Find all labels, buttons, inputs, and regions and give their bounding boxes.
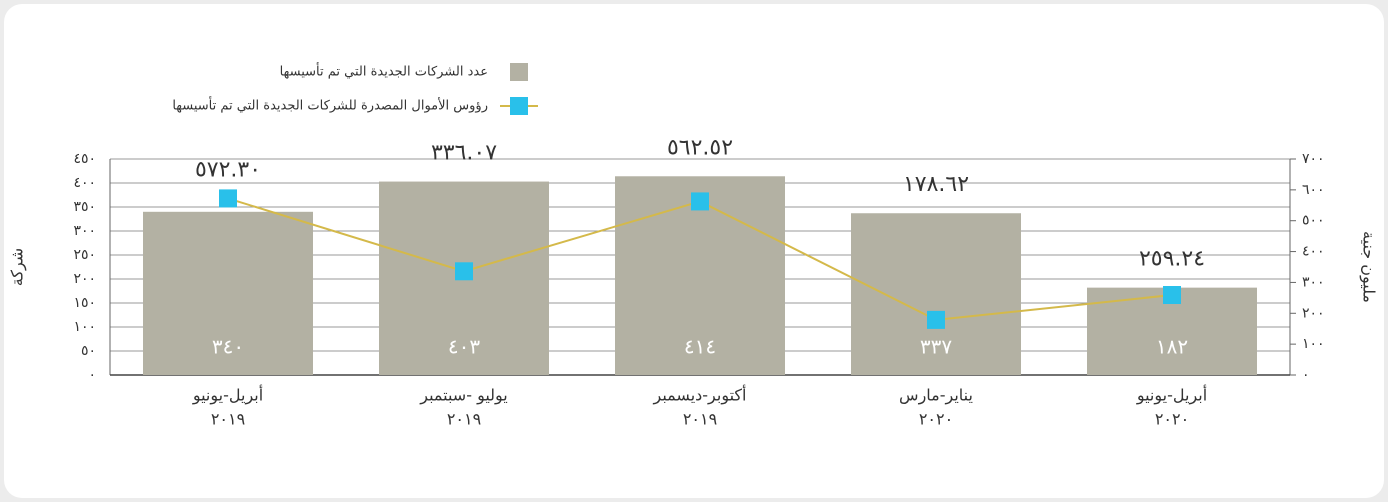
y-tick-label: ١٠٠ (73, 319, 96, 335)
y2-tick-label: ٣٠٠ (1302, 274, 1325, 290)
bar-value-label: ٤٠٣ (448, 335, 480, 359)
line-value-label: ٥٧٢.٣٠ (195, 157, 261, 182)
line-value-label: ١٧٨.٦٢ (903, 172, 969, 197)
y2-tick-label: ٦٠٠ (1302, 182, 1325, 198)
y2-tick-label: ٠ (1302, 367, 1310, 383)
legend-label: رؤوس الأموال المصدرة للشركات الجديدة الت… (172, 96, 488, 114)
line-marker (691, 192, 709, 211)
x-tick-label: ٢٠٢٠ (1155, 410, 1189, 429)
bar-value-label: ٣٤٠ (212, 335, 244, 359)
y-tick-label: ٣٥٠ (73, 199, 96, 215)
x-tick-label: أبريل-يونيو (192, 385, 263, 406)
y-tick-label: ١٥٠ (73, 295, 96, 311)
x-tick-label: ٢٠٢٠ (919, 410, 953, 429)
legend-label: عدد الشركات الجديدة التي تم تأسيسها (280, 62, 488, 80)
line-value-label: ٥٦٢.٥٢ (667, 135, 733, 160)
y-tick-label: ٠ (88, 367, 96, 383)
x-tick-label: ٢٠١٩ (447, 410, 481, 429)
x-tick-label: ٢٠١٩ (683, 410, 717, 429)
line-marker (927, 310, 945, 329)
bar (143, 211, 313, 375)
y-tick-label: ٤٠٠ (73, 175, 96, 191)
legend-swatch (510, 97, 528, 115)
x-tick-label: يوليو -سبتمبر (419, 386, 508, 406)
line-value-label: ٣٣٦.٠٧ (431, 141, 497, 166)
y-axis-title: شركة (8, 248, 28, 286)
y2-tick-label: ٥٠٠ (1302, 213, 1325, 229)
bar-value-label: ٤١٤ (684, 335, 716, 359)
x-tick-label: يناير-مارس (899, 386, 973, 406)
bar (851, 213, 1021, 375)
y-tick-label: ٣٠٠ (73, 223, 96, 239)
bar-value-label: ١٨٢ (1156, 335, 1188, 359)
line-marker (219, 189, 237, 208)
y-tick-label: ٢٥٠ (73, 247, 96, 263)
x-tick-label: أبريل-يونيو (1136, 385, 1207, 406)
y-tick-label: ٥٠ (81, 343, 96, 359)
legend-swatch (510, 63, 528, 81)
x-tick-label: أكتوبر-ديسمبر (653, 385, 747, 406)
y-tick-label: ٢٠٠ (73, 271, 96, 287)
bar-value-label: ٣٣٧ (920, 335, 952, 359)
y-tick-label: ٤٥٠ (73, 151, 96, 167)
y2-tick-label: ١٠٠ (1302, 336, 1325, 352)
line-marker (1163, 286, 1181, 305)
line-marker (455, 262, 473, 281)
y2-tick-label: ٤٠٠ (1302, 244, 1325, 260)
y2-tick-label: ٢٠٠ (1302, 305, 1325, 321)
x-tick-label: ٢٠١٩ (211, 410, 245, 429)
y2-axis-title: مليون جنية (1359, 231, 1379, 303)
line-value-label: ٢٥٩.٢٤ (1139, 247, 1205, 272)
y2-tick-label: ٧٠٠ (1302, 151, 1325, 167)
